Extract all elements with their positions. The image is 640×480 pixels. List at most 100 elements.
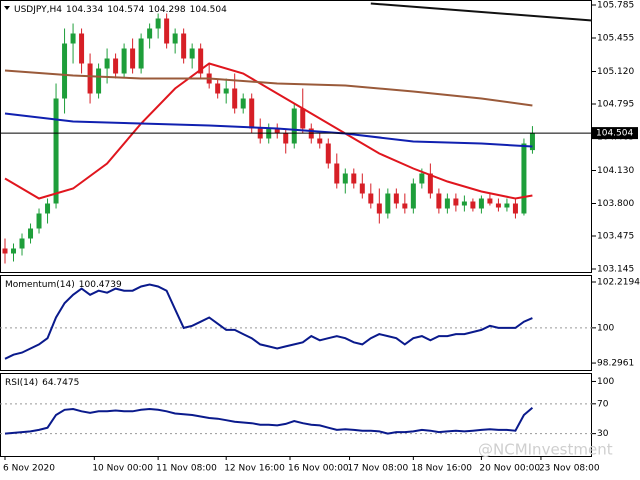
candle-body — [79, 33, 85, 64]
indicator-title: RSI(14) 64.7475 — [5, 378, 79, 388]
main-panel — [0, 0, 592, 273]
candle-body — [155, 18, 161, 29]
candle-body — [198, 48, 204, 74]
y-tick-label: 102.2194 — [597, 278, 640, 288]
candle-body — [36, 213, 42, 229]
candle-body — [410, 183, 416, 209]
moving-average — [4, 112, 533, 148]
candle-body — [402, 203, 408, 209]
candle-body — [317, 138, 323, 144]
candle-body — [215, 83, 221, 94]
indicator-value: 64.7475 — [42, 378, 79, 388]
y-tick-label: 105.120 — [597, 67, 634, 77]
candle-body — [223, 88, 229, 94]
indicator-name: Momentum(14) — [5, 280, 75, 290]
candle-body — [359, 183, 365, 194]
price-tag-label: 104.504 — [596, 129, 633, 139]
title-part: 104.298 — [148, 5, 185, 15]
candle-body — [53, 98, 59, 204]
candle-body — [87, 63, 93, 94]
y-tick-label: 104.795 — [597, 100, 634, 110]
momentum-panel — [0, 275, 592, 371]
candle-body — [427, 173, 433, 194]
candle-body — [444, 198, 450, 209]
candle-body — [334, 163, 340, 184]
candles — [2, 13, 535, 264]
candle-body — [283, 133, 289, 144]
candle-body — [130, 48, 136, 69]
x-tick-label: 18 Nov 16:00 — [411, 464, 472, 474]
candle-body — [70, 33, 76, 44]
y-tick-label: 98.2961 — [597, 359, 634, 369]
candle-body — [28, 228, 34, 239]
x-tick-label: 6 Nov 2020 — [3, 464, 55, 474]
title-part: 104.334 — [66, 5, 103, 15]
candle-body — [147, 28, 153, 39]
candle-body — [138, 38, 144, 69]
candle-body — [419, 173, 425, 184]
y-tick-label: 105.785 — [597, 1, 634, 11]
indicator-title: Momentum(14) 100.4739 — [5, 280, 122, 290]
candle-body — [461, 201, 467, 206]
title-part: USDJPY,H4 — [14, 5, 62, 15]
candle-body — [240, 98, 246, 109]
x-tick-label: 12 Nov 16:00 — [224, 464, 285, 474]
candle-body — [436, 193, 442, 209]
candle-body — [45, 203, 51, 214]
candle-body — [504, 203, 510, 208]
candle-body — [529, 133, 535, 151]
moving-average — [370, 2, 593, 22]
candle-body — [164, 18, 170, 44]
x-tick-label: 23 Nov 08:00 — [539, 464, 600, 474]
y-tick-label: 70 — [597, 399, 609, 409]
indicator-value: 100.4739 — [79, 280, 122, 290]
candle-body — [521, 143, 527, 214]
x-tick-label: 11 Nov 08:00 — [156, 464, 217, 474]
y-tick-label: 105.455 — [597, 34, 634, 44]
candle-body — [181, 33, 187, 59]
candle-body — [291, 108, 297, 144]
candle-body — [113, 58, 119, 74]
rsi-panel — [0, 373, 592, 457]
candle-body — [104, 58, 110, 69]
candle-body — [121, 48, 127, 74]
y-tick-label: 100 — [597, 323, 614, 333]
y-tick-label: 100 — [597, 377, 614, 387]
candle-body — [495, 203, 501, 208]
candle-body — [368, 193, 374, 204]
candle-body — [232, 88, 238, 109]
candle-body — [325, 143, 331, 164]
collapse-icon[interactable] — [4, 6, 10, 10]
candle-body — [96, 68, 102, 94]
x-tick-label: 10 Nov 00:00 — [92, 464, 153, 474]
candle-body — [19, 238, 25, 249]
title-part: 104.504 — [190, 5, 227, 15]
y-tick-label: 104.130 — [597, 166, 634, 176]
indicator-line — [4, 283, 533, 360]
candle-body — [11, 248, 17, 254]
candle-body — [470, 201, 476, 209]
candle-body — [2, 248, 8, 254]
candle-body — [512, 203, 518, 214]
candle-body — [249, 98, 255, 129]
indicator-line — [4, 406, 534, 435]
watermark: @NCMInvestment — [478, 441, 613, 459]
x-tick-label: 20 Nov 00:00 — [479, 464, 540, 474]
candle-body — [393, 193, 399, 204]
y-tick-label: 103.475 — [597, 232, 634, 242]
moving-average — [4, 69, 533, 107]
chart-title: USDJPY,H4 104.334 104.574 104.298 104.504 — [14, 5, 227, 15]
candle-body — [351, 173, 357, 184]
x-tick-label: 16 Nov 00:00 — [288, 464, 349, 474]
y-tick-label: 103.145 — [597, 265, 634, 275]
candle-body — [487, 198, 493, 204]
candle-body — [376, 203, 382, 214]
y-tick-label: 30 — [597, 429, 609, 439]
candle-body — [274, 128, 280, 134]
candle-body — [342, 173, 348, 184]
candle-body — [189, 48, 195, 59]
y-tick-label: 103.800 — [597, 199, 634, 209]
moving-average — [4, 62, 533, 200]
